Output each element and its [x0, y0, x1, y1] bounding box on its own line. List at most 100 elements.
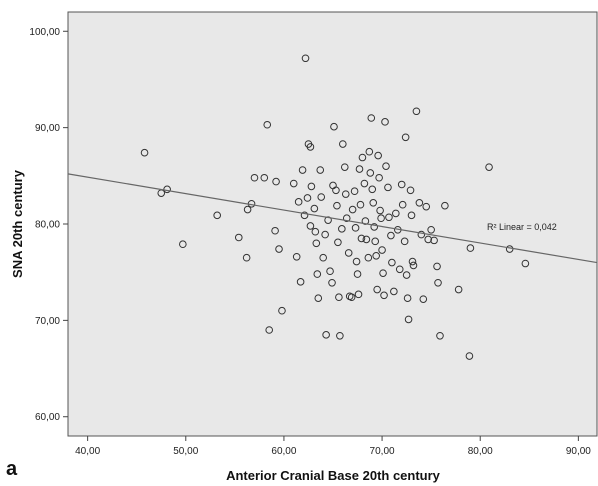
data-point — [408, 257, 417, 266]
data-point — [300, 211, 309, 220]
data-point — [371, 237, 380, 246]
data-point — [361, 217, 370, 225]
data-point — [260, 173, 269, 182]
data-point — [356, 200, 365, 209]
data-point — [341, 190, 350, 198]
data-points — [140, 54, 530, 360]
x-tick-label: 80,00 — [468, 446, 493, 457]
data-point — [234, 233, 243, 242]
data-point — [368, 185, 377, 194]
data-point — [454, 285, 463, 294]
data-point — [417, 230, 426, 239]
data-point — [355, 165, 364, 173]
data-point — [242, 253, 251, 262]
data-point — [317, 193, 326, 201]
data-point — [372, 252, 380, 260]
data-point — [367, 114, 376, 122]
x-axis-title: Anterior Cranial Base 20th century — [226, 468, 441, 483]
data-point — [311, 227, 320, 236]
y-tick-label: 60,00 — [35, 412, 60, 423]
data-point — [294, 198, 303, 206]
data-point — [272, 177, 280, 186]
data-point — [381, 118, 389, 126]
data-point — [289, 179, 298, 188]
data-point — [332, 186, 340, 195]
fit-line-label: R² Linear = 0,042 — [487, 222, 557, 232]
data-point — [370, 223, 379, 231]
data-point — [338, 225, 346, 233]
data-point — [335, 293, 343, 302]
data-point — [271, 226, 279, 235]
data-point — [179, 240, 187, 249]
data-point — [347, 293, 356, 302]
data-point — [430, 236, 438, 245]
data-point — [357, 234, 366, 243]
data-point — [521, 259, 530, 268]
data-point — [213, 211, 221, 220]
data-point — [377, 214, 385, 223]
data-point — [373, 285, 381, 294]
data-point — [387, 231, 395, 240]
data-point — [307, 182, 316, 191]
data-point — [378, 246, 386, 254]
data-point — [350, 187, 359, 196]
data-point — [404, 315, 413, 324]
data-point — [296, 278, 305, 286]
data-point — [354, 290, 363, 299]
data-point — [385, 213, 393, 222]
panel-label: a — [6, 458, 18, 480]
data-point — [409, 261, 418, 270]
data-point — [412, 107, 421, 116]
data-point — [400, 237, 409, 246]
y-axis-title: SNA 20th century — [10, 169, 25, 278]
data-point — [326, 267, 334, 276]
data-point — [406, 186, 415, 195]
data-point — [388, 258, 396, 267]
data-point — [382, 162, 390, 170]
data-point — [360, 179, 369, 188]
x-tick-label: 50,00 — [173, 446, 198, 457]
data-point — [330, 122, 338, 131]
data-point — [376, 206, 384, 215]
data-point — [392, 209, 400, 218]
data-point — [316, 166, 325, 174]
x-tick-label: 40,00 — [75, 446, 100, 457]
data-point — [322, 331, 330, 339]
data-point — [380, 291, 388, 300]
data-point — [306, 222, 315, 230]
data-point — [369, 199, 378, 207]
data-point — [339, 140, 347, 148]
data-point — [366, 169, 375, 177]
data-point — [314, 294, 323, 303]
data-point — [434, 278, 442, 287]
data-point — [402, 271, 411, 279]
data-point — [422, 202, 431, 211]
data-point — [265, 326, 274, 334]
y-tick-label: 80,00 — [35, 220, 60, 231]
data-point — [243, 205, 252, 214]
data-point — [319, 253, 327, 262]
data-point — [278, 306, 286, 315]
x-axis: 40,00 50,00 60,00 70,00 80,00 90,00 — [75, 436, 591, 457]
data-point — [348, 205, 357, 214]
data-point — [419, 295, 428, 303]
data-point — [336, 331, 344, 340]
y-tick-label: 70,00 — [35, 316, 60, 327]
data-point — [333, 201, 341, 210]
data-point — [407, 211, 416, 220]
data-point — [485, 163, 493, 171]
fit-line — [67, 173, 598, 264]
data-point — [362, 235, 371, 244]
y-axis: 60,00 70,00 80,00 90,00 100,00 — [29, 27, 68, 423]
data-point — [340, 163, 349, 171]
data-point — [275, 245, 283, 253]
data-point — [441, 201, 449, 210]
data-point — [263, 120, 272, 129]
data-point — [298, 166, 307, 174]
x-tick-label: 90,00 — [566, 446, 591, 457]
data-point — [344, 249, 353, 257]
data-point — [365, 147, 374, 156]
data-point — [398, 200, 407, 209]
data-point — [358, 153, 367, 162]
